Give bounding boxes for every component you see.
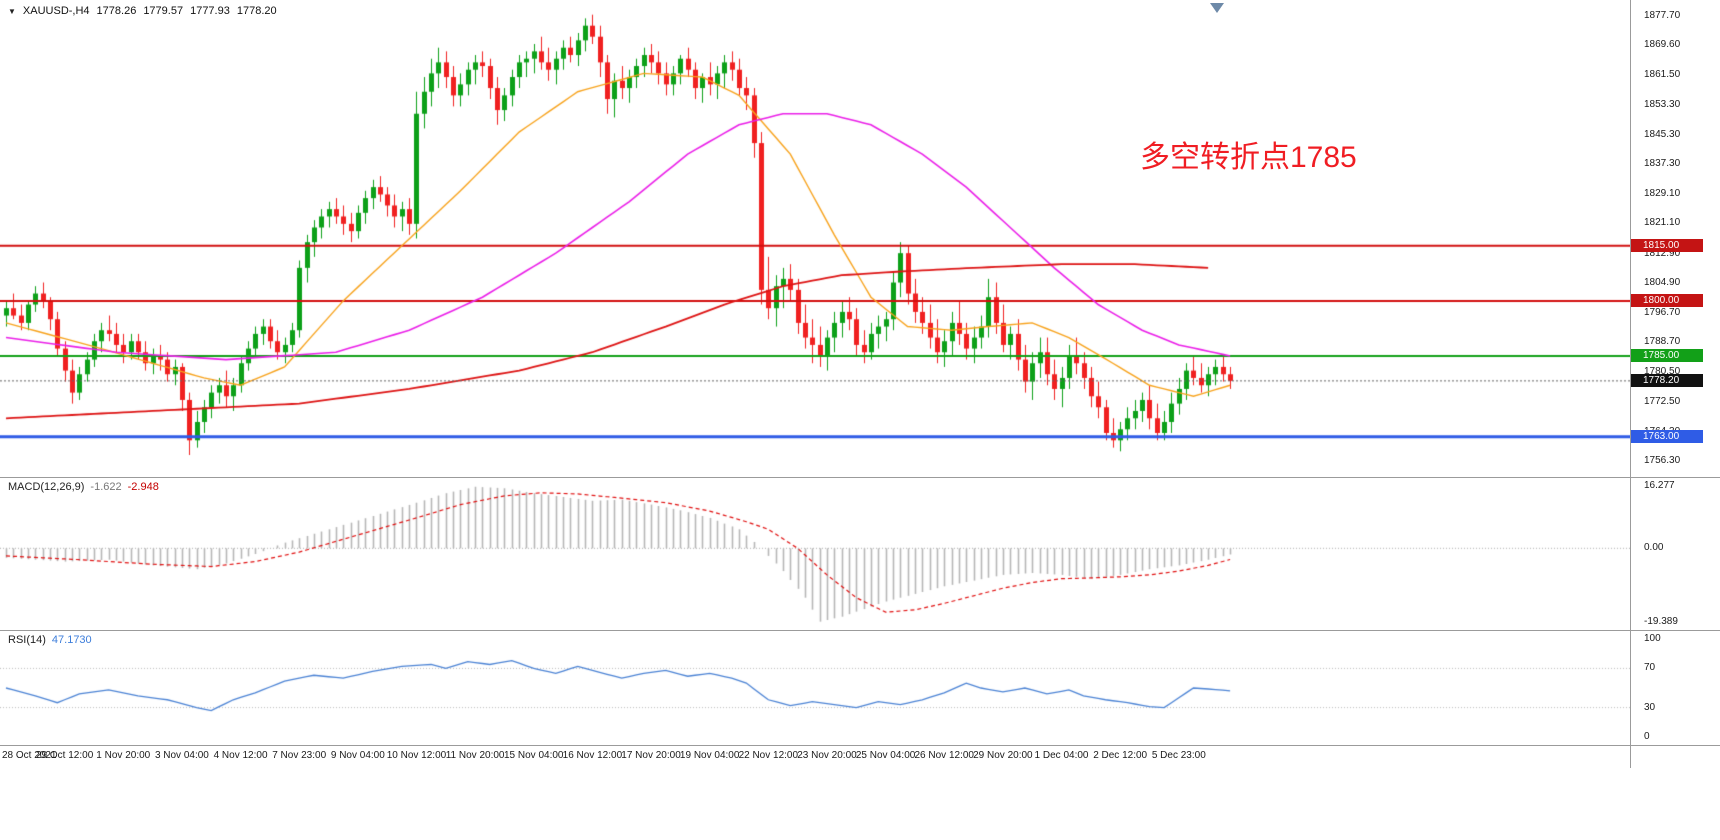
rsi-tick-label: 30 xyxy=(1644,701,1656,713)
quick-trade-collapse-icon[interactable]: ▼ xyxy=(8,6,16,16)
time-axis-label: 15 Nov 04:00 xyxy=(504,750,564,761)
pane-divider[interactable] xyxy=(0,477,1720,478)
chart-shift-marker-icon[interactable] xyxy=(1210,3,1224,13)
candlestick-canvas[interactable] xyxy=(0,0,1630,477)
rsi-plot: RSI(14) 47.1730 xyxy=(0,631,1630,745)
time-axis-label: 17 Nov 20:00 xyxy=(621,750,681,761)
main-chart-plot: ▼ XAUUSD-,H4 1778.26 1779.57 1777.93 177… xyxy=(0,0,1630,477)
rsi-value: 47.1730 xyxy=(51,634,92,646)
price-level-tag: 1763.00 xyxy=(1631,429,1703,443)
time-axis[interactable]: 28 Oct 2021 29 Oct 12:00 1 Nov 20:00 3 Nov … xyxy=(0,746,1630,768)
price-tick-label: 1772.50 xyxy=(1644,395,1681,407)
time-axis-label: 10 Nov 12:00 xyxy=(386,750,447,761)
rsi-tick-label: 70 xyxy=(1644,662,1656,674)
time-axis-label: 3 Nov 04:00 xyxy=(154,750,209,761)
low-value: 1777.93 xyxy=(190,5,230,17)
open-value: 1778.26 xyxy=(96,5,137,17)
price-tick-label: 1821.10 xyxy=(1644,217,1681,229)
price-tick-label: 1861.50 xyxy=(1644,69,1681,81)
macd-canvas[interactable] xyxy=(0,478,1630,630)
price-tick-label: 1829.10 xyxy=(1644,188,1681,200)
price-axis[interactable]: 1877.70 1869.60 1861.50 1853.30 1845.30 1837.… xyxy=(1630,0,1720,477)
time-axis-label: 4 Nov 12:00 xyxy=(213,750,268,761)
time-axis-label: 26 Nov 12:00 xyxy=(914,750,974,761)
time-axis-label: 16 Nov 12:00 xyxy=(562,750,623,761)
rsi-tick-label: 100 xyxy=(1644,633,1661,644)
rsi-canvas[interactable] xyxy=(0,631,1630,745)
close-value: 1778.20 xyxy=(236,5,277,17)
time-axis-label: 5 Dec 23:00 xyxy=(1151,750,1206,761)
macd-axis[interactable]: 16.277 0.00 -19.389 xyxy=(1630,478,1720,630)
time-axis-label: 28 Oct 2021 xyxy=(2,750,57,761)
axis-corner xyxy=(1630,746,1720,768)
price-tick-label: 1869.60 xyxy=(1644,39,1681,51)
macd-signal-value: -2.948 xyxy=(127,481,159,493)
time-axis-label: 25 Nov 04:00 xyxy=(855,750,916,761)
time-axis-label: 2 Dec 12:00 xyxy=(1093,750,1148,761)
macd-pane-row: MACD(12,26,9) -1.622 -2.948 16.277 0.00 -1… xyxy=(0,478,1720,630)
main-pane-row: ▼ XAUUSD-,H4 1778.26 1779.57 1777.93 177… xyxy=(0,0,1720,477)
macd-name: MACD(12,26,9) xyxy=(8,481,85,493)
macd-tick-label: -19.389 xyxy=(1644,615,1678,627)
time-axis-label: 11 Nov 20:00 xyxy=(445,750,505,761)
rsi-tick-label: 0 xyxy=(1644,731,1650,742)
price-tick-label: 1853.30 xyxy=(1644,99,1681,111)
price-tick-label: 1756.30 xyxy=(1644,455,1681,467)
price-tick-label: 1780.50 xyxy=(1644,366,1681,378)
price-tick-label: 1837.30 xyxy=(1644,158,1681,169)
symbol-timeframe-label: XAUUSD-,H4 xyxy=(22,5,90,17)
time-axis-label: 7 Nov 23:00 xyxy=(272,750,327,761)
price-tick-label: 1877.70 xyxy=(1644,9,1681,21)
macd-label: MACD(12,26,9) -1.622 -2.948 xyxy=(8,481,159,493)
rsi-name: RSI(14) xyxy=(8,634,46,646)
macd-tick-label: 16.277 xyxy=(1644,480,1675,492)
time-axis-label: 19 Nov 04:00 xyxy=(679,750,740,761)
macd-main-value: -1.622 xyxy=(90,481,122,493)
rsi-pane-row: RSI(14) 47.1730 100 70 30 0 xyxy=(0,631,1720,745)
rsi-label: RSI(14) 47.1730 xyxy=(8,634,92,646)
time-axis-label: 1 Nov 20:00 xyxy=(96,750,151,761)
price-tick-label: 1812.90 xyxy=(1644,247,1681,259)
chart-annotation-text[interactable]: 多空转折点1785 xyxy=(1140,141,1357,174)
macd-plot: MACD(12,26,9) -1.622 -2.948 xyxy=(0,478,1630,630)
time-axis-label: 29 Nov 20:00 xyxy=(973,750,1033,761)
time-axis-label: 29 Oct 12:00 xyxy=(35,750,94,761)
price-tick-label: 1788.70 xyxy=(1644,336,1681,348)
price-level-tag: 1800.00 xyxy=(1631,293,1703,307)
pane-divider[interactable] xyxy=(0,630,1720,631)
time-axis-label: 22 Nov 12:00 xyxy=(738,750,799,761)
pane-divider[interactable] xyxy=(0,745,1720,746)
time-axis-label: 1 Dec 04:00 xyxy=(1034,750,1089,761)
macd-tick-label: 0.00 xyxy=(1644,542,1664,554)
bottom-filler xyxy=(0,768,1720,840)
price-tick-label: 1796.70 xyxy=(1644,306,1681,318)
chart-ohlc-header: ▼ XAUUSD-,H4 1778.26 1779.57 1777.93 177… xyxy=(8,5,277,17)
time-axis-label: 23 Nov 20:00 xyxy=(797,750,857,761)
price-level-tag: 1815.00 xyxy=(1631,238,1703,252)
price-level-tag: 1785.00 xyxy=(1631,348,1703,362)
time-axis-row: 28 Oct 2021 29 Oct 12:00 1 Nov 20:00 3 Nov … xyxy=(0,746,1720,768)
time-axis-label: 9 Nov 04:00 xyxy=(330,750,385,761)
price-tick-label: 1845.30 xyxy=(1644,128,1681,140)
rsi-axis[interactable]: 100 70 30 0 xyxy=(1630,631,1720,745)
price-tick-label: 1804.90 xyxy=(1644,276,1681,288)
current-price-tag: 1778.20 xyxy=(1631,373,1703,387)
high-value: 1779.57 xyxy=(143,5,184,17)
